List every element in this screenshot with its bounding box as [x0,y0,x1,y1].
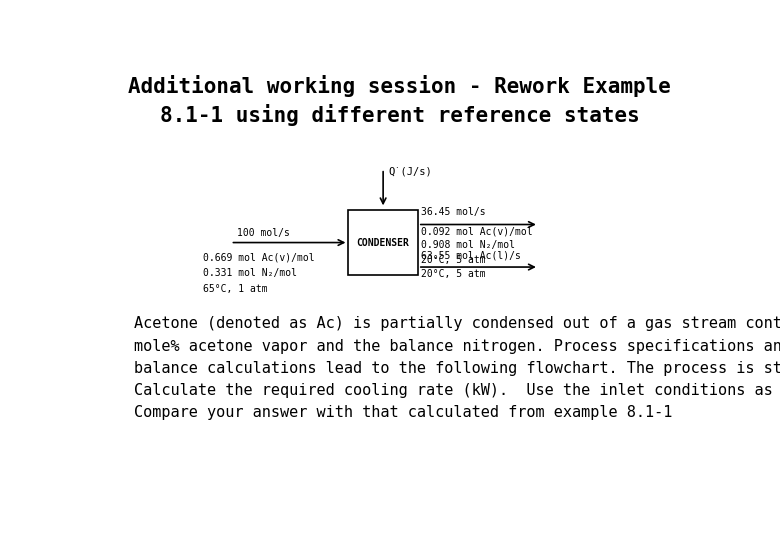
Text: 8.1-1 using different reference states: 8.1-1 using different reference states [160,104,640,126]
Text: 65°C, 1 atm: 65°C, 1 atm [204,284,268,294]
Bar [349,210,418,275]
Text: CONDENSER: CONDENSER [356,238,410,247]
Text: Q̇(J/s): Q̇(J/s) [388,167,431,177]
Text: 0.092 mol Ac(v)/mol: 0.092 mol Ac(v)/mol [421,227,533,237]
Text: 20°C, 5 atm: 20°C, 5 atm [421,255,485,265]
Text: 0.331 mol N₂/mol: 0.331 mol N₂/mol [204,268,297,278]
Text: Acetone (denoted as Ac) is partially condensed out of a gas stream containing 66: Acetone (denoted as Ac) is partially con… [134,316,780,420]
Text: 20°C, 5 atm: 20°C, 5 atm [421,269,485,279]
Text: 0.669 mol Ac(v)/mol: 0.669 mol Ac(v)/mol [204,253,315,263]
Text: Additional working session - Rework Example: Additional working session - Rework Exam… [129,75,671,97]
Text: 100 mol/s: 100 mol/s [236,228,289,238]
Text: 0.908 mol N₂/mol: 0.908 mol N₂/mol [421,240,515,251]
Text: 36.45 mol/s: 36.45 mol/s [421,207,485,217]
Text: 63.55 mol Ac(l)/s: 63.55 mol Ac(l)/s [421,251,521,260]
